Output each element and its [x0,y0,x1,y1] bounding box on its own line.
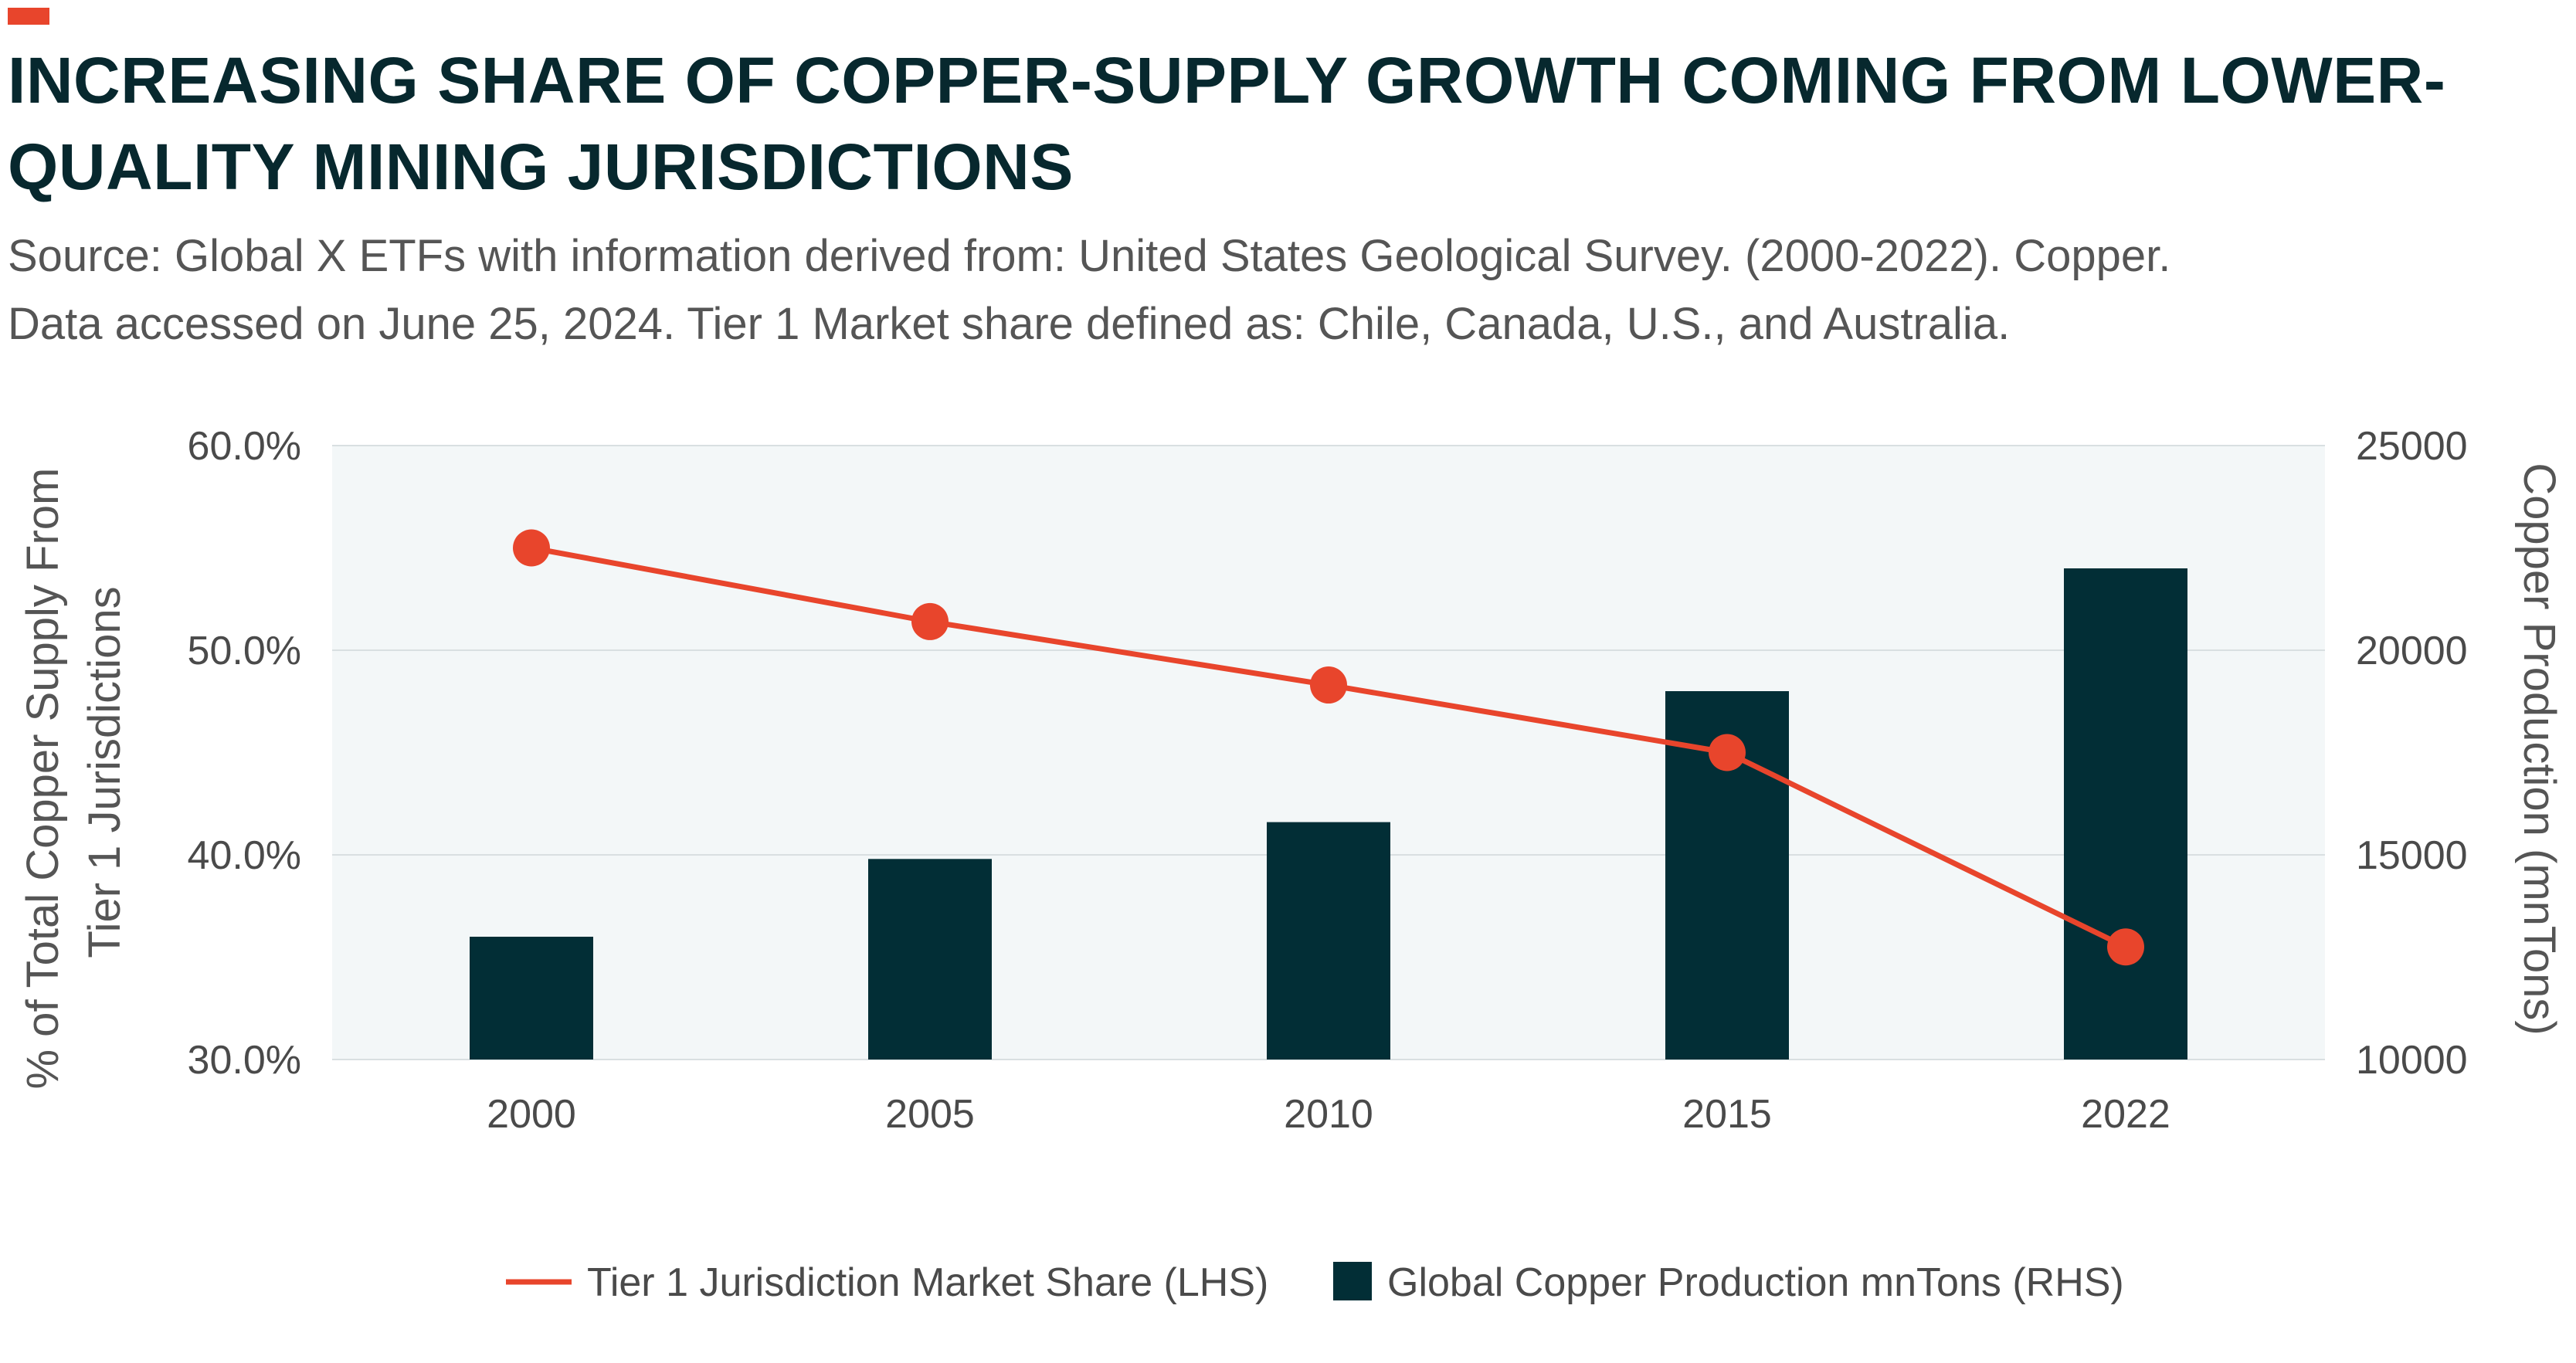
x-tick-label-2015: 2015 [1682,1092,1772,1137]
right-axis-title: Copper Production (mnTons) [2514,463,2564,1035]
legend: Tier 1 Jurisdiction Market Share (LHS) G… [506,1260,2124,1305]
right-tick-label: 20000 [2356,629,2468,673]
right-tick-label: 10000 [2356,1038,2468,1083]
right-tick-label: 25000 [2356,424,2468,469]
market-share-point-2015 [1709,734,1746,771]
market-share-point-2010 [1310,666,1347,704]
legend-bar-swatch [1333,1262,1372,1300]
chart-source-note: Source: Global X ETFs with information d… [8,222,2541,358]
left-tick-label: 40.0% [188,833,301,878]
source-line-1: Source: Global X ETFs with information d… [8,231,2171,281]
x-tick-label-2022: 2022 [2081,1092,2170,1137]
market-share-point-2022 [2107,928,2144,966]
production-bar-2000 [470,937,593,1060]
brand-accent-bar [8,8,49,25]
chart-title: INCREASING SHARE OF COPPER-SUPPLY GROWTH… [8,44,2446,203]
right-axis-ticks: 25000 20000 15000 10000 [2356,424,2468,1083]
x-axis-ticks: 2000 2005 2010 2015 2022 [487,1092,2170,1137]
x-tick-label-2000: 2000 [487,1092,576,1137]
legend-label-market-share: Tier 1 Jurisdiction Market Share (LHS) [587,1260,1268,1305]
right-tick-label: 15000 [2356,833,2468,878]
legend-label-production: Global Copper Production mnTons (RHS) [1387,1260,2124,1305]
production-bar-2010 [1267,822,1390,1060]
left-axis-title: % of Total Copper Supply From Tier 1 Jur… [18,456,130,1090]
production-bars [470,568,2187,1060]
market-share-line-layer [513,529,2144,966]
market-share-point-2000 [513,529,550,567]
market-share-point-2005 [911,602,949,640]
left-axis-ticks: 60.0% 50.0% 40.0% 30.0% [188,424,301,1083]
left-tick-label: 60.0% [188,424,301,469]
production-bar-2022 [2064,568,2187,1060]
left-tick-label: 30.0% [188,1038,301,1083]
x-tick-label-2010: 2010 [1284,1092,1373,1137]
production-bar-2005 [868,859,992,1060]
left-axis-title-line-1: % of Total Copper Supply From [18,468,68,1090]
x-tick-label-2005: 2005 [885,1092,975,1137]
left-tick-label: 50.0% [188,629,301,673]
source-line-2: Data accessed on June 25, 2024. Tier 1 M… [8,299,2011,349]
left-axis-title-line-2: Tier 1 Jurisdictions [80,586,130,958]
